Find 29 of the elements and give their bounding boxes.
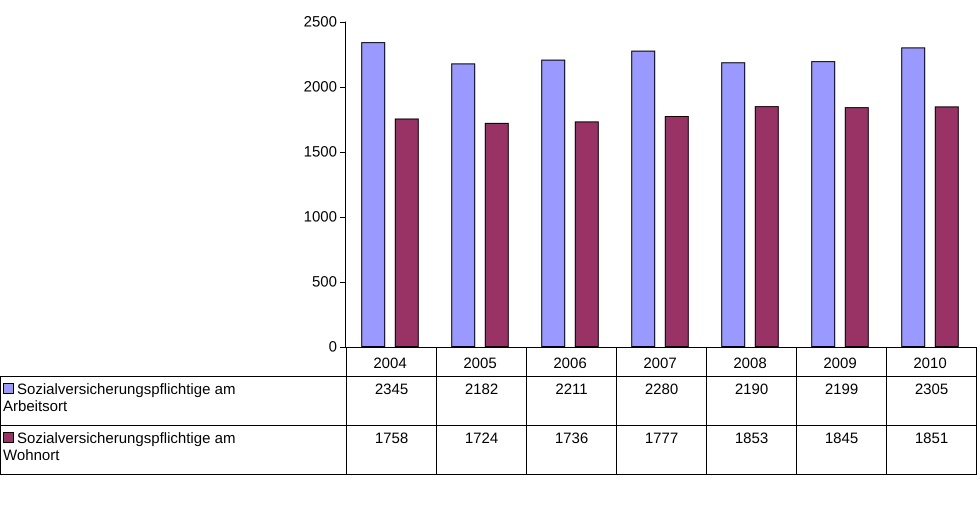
data-label: 1777 bbox=[616, 426, 706, 474]
data-label: 1724 bbox=[436, 426, 526, 474]
data-label: 2305 bbox=[886, 376, 976, 426]
x-tick-label: 2010 bbox=[913, 355, 947, 372]
x-tick-label: 2004 bbox=[373, 355, 407, 372]
y-tick-label: 0 bbox=[328, 338, 337, 356]
x-tick-label: 2008 bbox=[733, 355, 767, 372]
data-label: 1851 bbox=[886, 426, 976, 474]
data-label: 1758 bbox=[346, 426, 436, 474]
data-label: 2199 bbox=[796, 376, 886, 426]
data-label: 2190 bbox=[706, 376, 796, 426]
y-tick-label: 2500 bbox=[304, 14, 337, 30]
data-label: 2280 bbox=[616, 376, 706, 426]
x-tick-label: 2007 bbox=[643, 355, 677, 372]
y-tick-label: 1500 bbox=[304, 144, 337, 160]
x-tick-label: 2009 bbox=[823, 355, 857, 372]
x-tick-label: 2005 bbox=[463, 355, 497, 372]
y-tick-label: 500 bbox=[312, 274, 337, 290]
legend-label: Sozialversicherungspflichtige am Wohnort bbox=[0, 426, 346, 474]
data-label: 1845 bbox=[796, 426, 886, 474]
data-label: 1736 bbox=[526, 426, 616, 474]
x-tick-label: 2006 bbox=[553, 355, 587, 372]
data-label: 2211 bbox=[526, 376, 616, 426]
y-tick-label: 2000 bbox=[304, 78, 337, 96]
legend-label: Sozialversicherungspflichtige am Arbeitsort bbox=[0, 376, 346, 426]
data-label: 2182 bbox=[436, 376, 526, 426]
data-label: 1853 bbox=[706, 426, 796, 474]
y-tick-label: 1000 bbox=[304, 208, 337, 226]
data-label: 2345 bbox=[346, 376, 436, 426]
